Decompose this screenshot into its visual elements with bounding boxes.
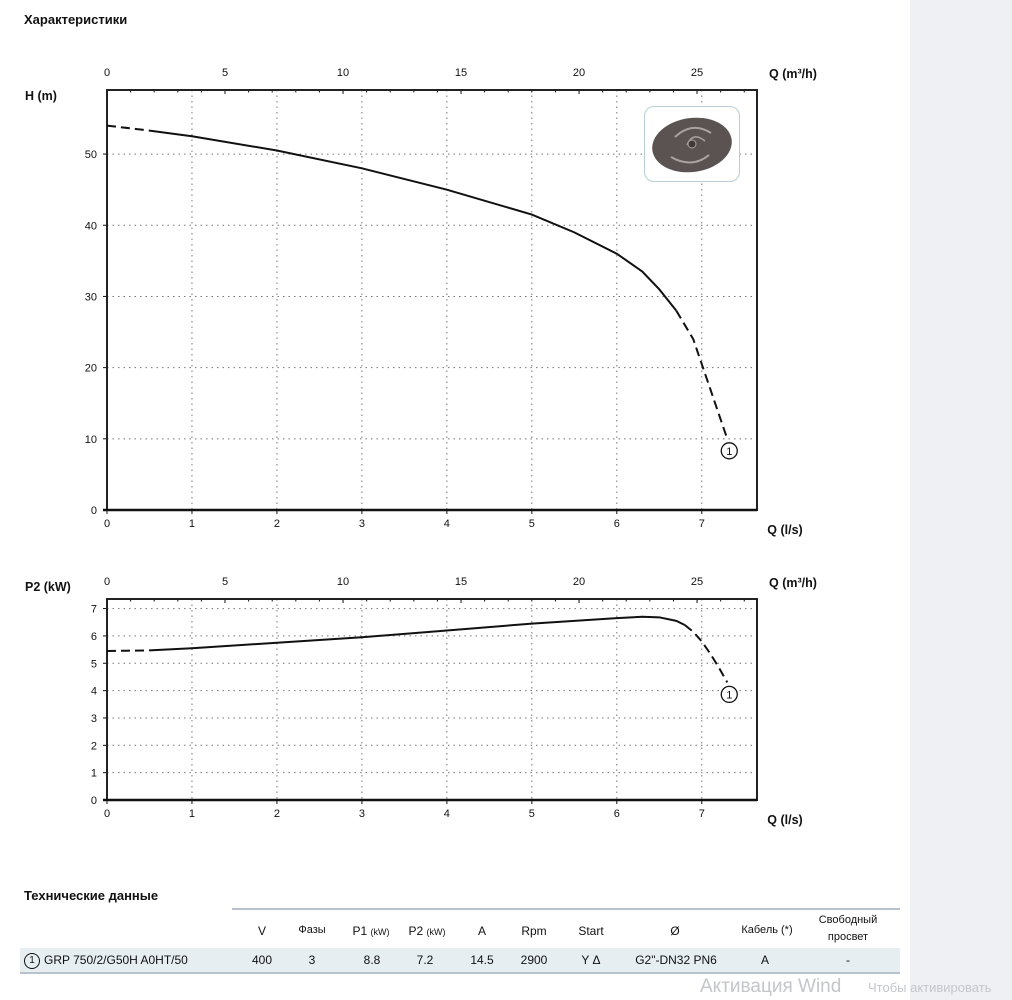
y-tick-label: 3 [91,713,97,725]
col-a: A [477,924,486,938]
tech-data-title: Технические данные [24,888,159,903]
col-start: Start [578,924,604,938]
header-divider [232,908,900,910]
cell-v: 400 [251,953,273,967]
model-cell: 1 GRP 750/2/G50H A0HT/50 [24,953,244,969]
y-tick-label: 1 [91,768,97,780]
y-axis-label: H (m) [25,89,57,103]
y-tick-label: 40 [85,220,97,232]
curve-dashed-start [106,124,150,132]
x2-tick-label: 15 [455,576,467,588]
y-tick-label: 0 [91,505,97,517]
cell-start: Y Δ [581,953,601,967]
y-tick-label: 6 [91,631,97,643]
chart-1 [103,89,758,514]
x-tick-label: 5 [529,518,535,530]
table-header: V Фазы P1 (kW) P2 (kW) A Rpm Start Ø Каб… [20,914,900,948]
x2-tick-label: 25 [691,67,703,79]
x2-tick-label: 20 [573,576,585,588]
x-tick-label: 2 [274,808,280,820]
curve-dashed-end [675,310,729,440]
series-marker [720,685,738,704]
cell-p1: 8.8 [363,953,381,967]
x-axis-label: Q (l/s) [767,813,802,827]
side-panel [910,0,1012,1000]
x-axis-label: Q (l/s) [767,523,802,537]
x-tick-label: 6 [614,808,620,820]
x-tick-label: 4 [444,518,450,530]
x2-tick-label: 0 [104,67,110,79]
x2-tick-label: 10 [337,67,349,79]
col-cable: Кабель (*) [741,924,793,936]
x2-tick-label: 5 [222,67,228,79]
x-tick-label: 5 [529,808,535,820]
chart-2 [103,598,758,804]
col-clearance: Свободный просвет [818,914,878,943]
x-tick-label: 4 [444,808,450,820]
y-tick-label: 5 [91,658,97,670]
x-tick-label: 2 [274,518,280,530]
y-axis-label: P2 (kW) [25,580,71,594]
x-tick-label: 0 [104,808,110,820]
cell-cable: A [760,953,769,967]
y-tick-label: 30 [85,291,97,303]
col-p2: P2 (kW) [408,924,446,938]
cell-phases: 3 [308,953,316,967]
y-tick-label: 4 [91,686,97,698]
x2-tick-label: 5 [222,576,228,588]
x-tick-label: 6 [614,518,620,530]
x-tick-label: 3 [359,808,365,820]
cell-a: 14.5 [470,953,494,967]
cell-diameter: G2"-DN32 PN6 [635,953,717,967]
curve-dashed-end [684,624,729,683]
curve-solid [149,129,678,312]
x2-tick-label: 0 [104,576,110,588]
curve-dashed-start [106,649,150,652]
curve-solid [149,615,686,652]
y-tick-label: 0 [91,795,97,807]
y-tick-label: 20 [85,363,97,375]
x2-axis-label: Q (m³/h) [769,576,817,590]
table-row: 1 GRP 750/2/G50H A0HT/50 400 3 8.8 7.2 14… [20,948,900,974]
x-tick-label: 7 [699,518,705,530]
x2-tick-label: 20 [573,67,585,79]
x-tick-label: 1 [189,808,195,820]
x2-tick-label: 15 [455,67,467,79]
page-title: Характеристики [24,12,128,27]
cell-clearance: - [846,953,850,967]
y-tick-label: 2 [91,740,97,752]
impeller-icon [652,117,732,173]
y-tick-label: 50 [85,149,97,161]
col-v: V [257,924,266,938]
plot-frame [106,598,758,801]
col-rpm: Rpm [521,924,547,938]
series-marker-label: 1 [726,689,732,701]
x2-axis-label: Q (m³/h) [769,67,817,81]
watermark-line1: Активация Wind [700,976,842,997]
x-tick-label: 0 [104,518,110,530]
col-phases: Фазы [298,924,326,936]
x-tick-label: 1 [189,518,195,530]
y-tick-label: 7 [91,604,97,616]
watermark-line2: Чтобы активировать [868,980,992,995]
y-tick-label: 10 [85,434,97,446]
series-marker [720,442,738,460]
col-p1: P1 (kW) [352,924,390,938]
marker-badge: 1 [24,953,40,969]
col-diameter: Ø [670,924,680,938]
cell-rpm: 2900 [520,953,548,967]
x2-tick-label: 10 [337,576,349,588]
x-tick-label: 3 [359,518,365,530]
x2-tick-label: 25 [691,576,703,588]
impeller-image [644,106,740,182]
series-marker-label: 1 [726,446,732,458]
x-tick-label: 7 [699,808,705,820]
cell-p2: 7.2 [416,953,434,967]
